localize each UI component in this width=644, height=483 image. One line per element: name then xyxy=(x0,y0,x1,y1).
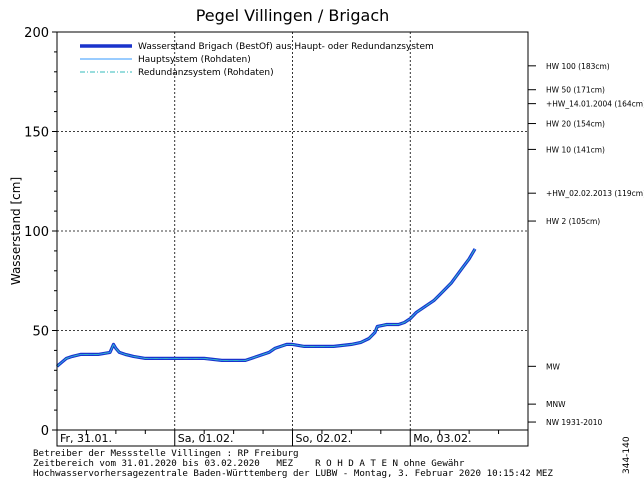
reference-level-label: HW 10 (141cm) xyxy=(546,145,605,154)
reference-level-label: HW 50 (171cm) xyxy=(546,86,605,95)
series-line-bestof xyxy=(55,248,477,368)
reference-level-label: HW 20 (154cm) xyxy=(546,120,605,129)
reference-level-label: HW 2 (105cm) xyxy=(546,217,600,226)
y-tick-label: 200 xyxy=(24,26,49,41)
legend-label: Redundanzsystem (Rohdaten) xyxy=(138,68,274,78)
x-day-label: So, 02.02. xyxy=(296,432,352,445)
y-tick-label: 50 xyxy=(32,325,49,340)
x-day-label: Mo, 03.02. xyxy=(413,432,471,445)
series-line-redundanzsystem xyxy=(56,248,476,367)
side-code: 344-140 xyxy=(622,436,632,474)
y-tick-label: 0 xyxy=(41,424,49,439)
y-tick-label: 100 xyxy=(24,225,49,240)
reference-level-label: +HW_14.01.2004 (164cm) xyxy=(546,100,644,109)
y-axis-label: Wasserstand [cm] xyxy=(9,177,23,285)
reference-level-label: +HW_02.02.2013 (119cm) xyxy=(546,189,644,198)
footer: Betreiber der Messstelle Villingen : RP … xyxy=(33,449,553,479)
plot-frame xyxy=(56,31,529,447)
reference-level-label: NW 1931-2010 xyxy=(546,418,603,427)
reference-level-label: MNW xyxy=(546,400,566,409)
series-line-hauptsystem xyxy=(56,248,476,367)
footer-source: Hochwasservorhersagezentrale Baden-Württ… xyxy=(33,468,553,479)
footer-operator: Betreiber der Messstelle Villingen : RP … xyxy=(33,448,299,459)
chart-title: Pegel Villingen / Brigach xyxy=(196,6,390,25)
x-day-label: Fr, 31.01. xyxy=(60,432,112,445)
footer-time-range: Zeitbereich vom 31.01.2020 bis 03.02.202… xyxy=(33,458,465,469)
reference-level-label: HW 100 (183cm) xyxy=(546,62,610,71)
legend-label: Wasserstand Brigach (BestOf) aus Haupt- … xyxy=(138,42,434,52)
legend-label: Hauptsystem (Rohdaten) xyxy=(138,55,251,65)
reference-level-label: MW xyxy=(546,362,560,371)
x-day-label: Sa, 01.02. xyxy=(178,432,234,445)
y-tick-label: 150 xyxy=(24,126,49,141)
